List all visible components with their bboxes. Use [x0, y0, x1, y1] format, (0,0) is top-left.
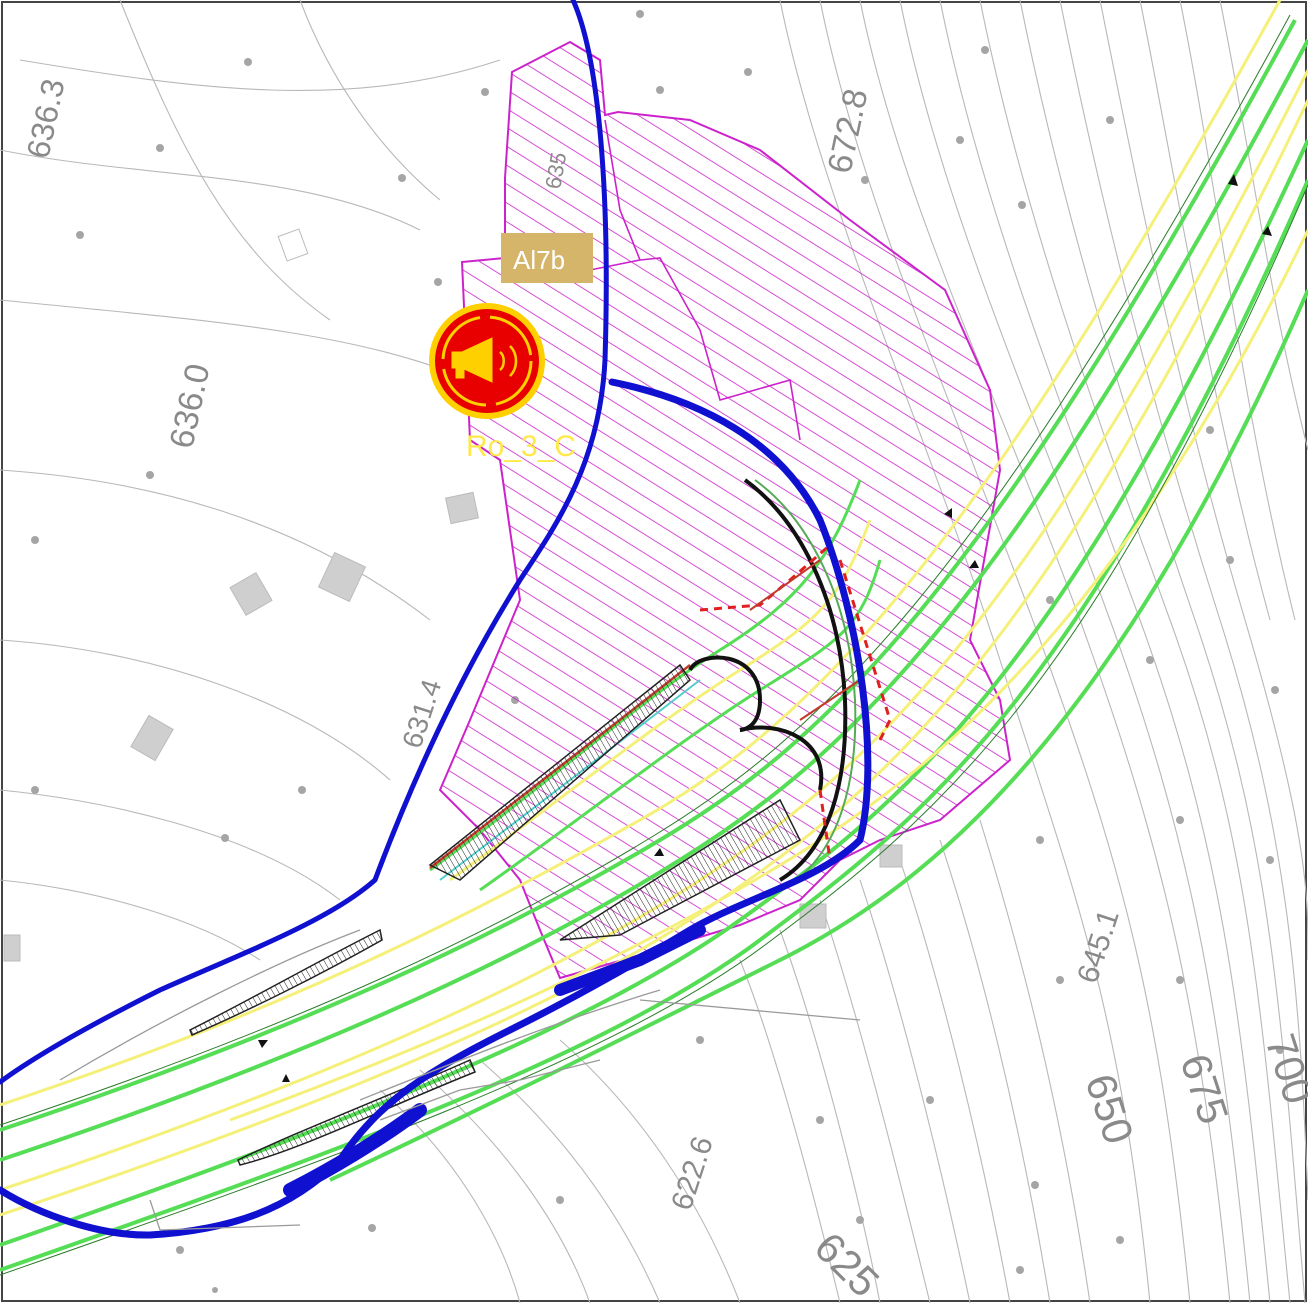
- zone-label-text: Al7b: [513, 245, 565, 275]
- lane-edges: [0, 14, 1308, 1276]
- road-lanes: [0, 0, 1308, 1272]
- noise-receptor[interactable]: Ro_3_C: [429, 303, 576, 463]
- side-roads: [59, 929, 861, 1231]
- portal-red-dash: [699, 543, 892, 861]
- survey-points: [31, 10, 1284, 1293]
- embankment-south: [559, 798, 801, 941]
- zone-label-box: [501, 233, 593, 283]
- megaphone-icon: [451, 337, 518, 383]
- direction-arrows: [258, 174, 1272, 1082]
- tunnel-portal: [688, 478, 857, 886]
- portal-red-solid: [749, 559, 861, 721]
- road-outline: [0, 0, 872, 1239]
- embankment-w: [189, 928, 383, 1036]
- impact-zone-borders: [589, 119, 801, 441]
- zone-label[interactable]: Al7b: [501, 233, 593, 283]
- embankment-north: [428, 663, 691, 881]
- receptor-label: Ro_3_C: [466, 430, 576, 463]
